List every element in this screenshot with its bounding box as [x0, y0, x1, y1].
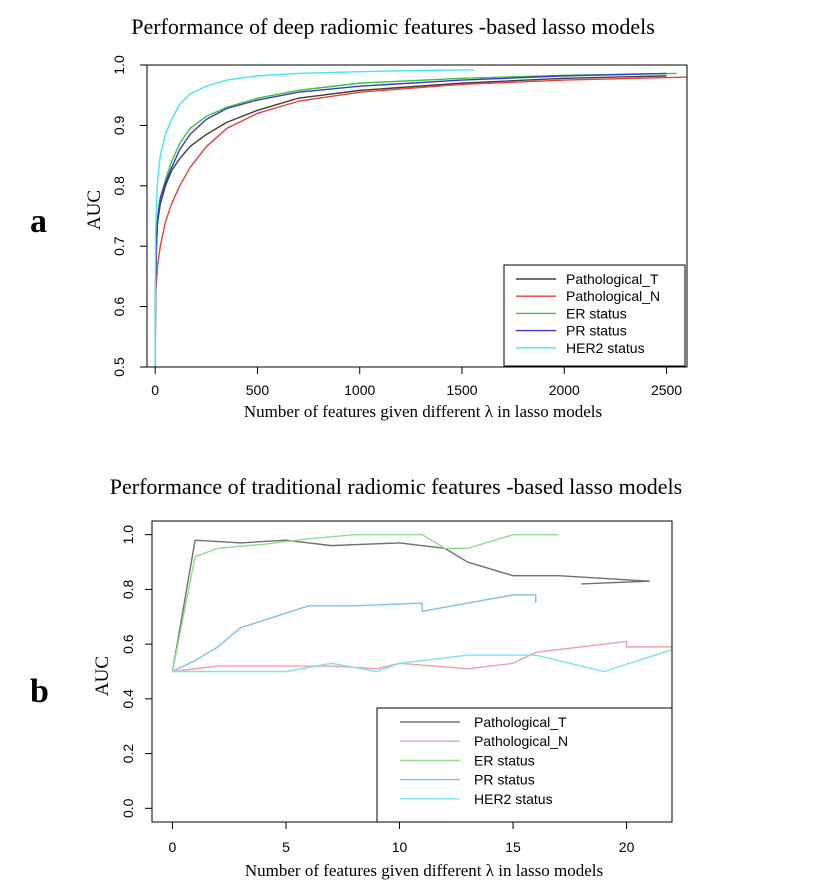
chart-b-x-axis-label: Number of features given different λ in …	[245, 861, 603, 880]
chart-a-plot-frame	[146, 64, 688, 368]
chart-a-legend-label-4: HER2 status	[566, 340, 645, 356]
chart-b-legend-label-2: ER status	[474, 752, 535, 768]
chart-a-x-tick-label: 2000	[549, 382, 580, 398]
chart-b-series-line-1	[172, 640, 672, 673]
chart-b-series-line-4	[172, 648, 672, 673]
chart-b-x-tick-label: 0	[169, 839, 177, 855]
chart-a-y-tick-label: 0.5	[111, 357, 127, 377]
chart-b-x-tick-label: 15	[505, 839, 521, 855]
chart-b-legend-label-4: HER2 status	[474, 791, 553, 807]
chart-a-series-line-4	[154, 69, 475, 367]
chart-a-legend-label-2: ER status	[566, 305, 627, 321]
chart-a-y-axis-label: AUC	[84, 190, 105, 230]
chart-b-y-tick-label: 0.2	[120, 744, 136, 764]
chart-a-x-tick-label: 500	[246, 382, 270, 398]
chart-b-series-line-2	[171, 533, 559, 672]
chart-b-x-tick-label: 5	[282, 839, 290, 855]
chart-a-legend-label-1: Pathological_N	[566, 288, 660, 304]
chart-b-series-line-0	[171, 539, 650, 672]
chart-b-y-tick-label: 0.4	[120, 689, 136, 709]
chart-b-title: Performance of traditional radiomic feat…	[110, 474, 682, 499]
chart-a-y-tick-label: 0.6	[111, 297, 127, 317]
chart-a-legend-label-3: PR status	[566, 323, 627, 339]
chart-a-legend-box	[503, 264, 686, 367]
chart-traditional-radiomic: Performance of traditional radiomic feat…	[92, 474, 682, 880]
chart-a-title: Performance of deep radiomic features -b…	[131, 14, 655, 39]
chart-b-legend-box	[376, 707, 673, 823]
chart-a-x-tick-label: 2500	[651, 382, 682, 398]
chart-a-y-tick-label: 0.7	[111, 236, 127, 256]
chart-b-plot-area: 0 5 10 15 20 0.0 0.2 0.4 0.6 0.8 1.0 Pathological_T…	[120, 520, 673, 855]
chart-b-y-tick-label: 0.8	[120, 579, 136, 599]
chart-a-plot-area: 0 500 1000 1500 2000 2500 0.5 0.6 0.7 0.8 0.9 1.0 Pa…	[111, 55, 688, 398]
chart-a-x-tick-label: 1500	[446, 382, 477, 398]
chart-a-y-tick-label: 0.8	[111, 176, 127, 196]
chart-b-y-axis-label: AUC	[92, 656, 113, 696]
chart-a-series-line-1	[154, 76, 687, 367]
chart-b-y-tick-label: 0.6	[120, 634, 136, 654]
chart-a-y-tick-label: 1.0	[111, 55, 127, 75]
chart-b-legend-label-0: Pathological_T	[474, 714, 567, 730]
chart-a-x-tick-label: 1000	[344, 382, 375, 398]
chart-b-x-tick-label: 10	[392, 839, 408, 855]
chart-a-x-tick-label: 0	[151, 382, 159, 398]
chart-a-x-axis-label: Number of features given different λ in …	[244, 402, 602, 421]
chart-b-x-tick-label: 20	[619, 839, 635, 855]
chart-b-legend-label-3: PR status	[474, 772, 535, 788]
chart-b-y-tick-label: 1.0	[120, 525, 136, 545]
chart-b-legend-label-1: Pathological_N	[474, 733, 568, 749]
panel-letter-a: a	[30, 203, 47, 240]
chart-a-series-line-3	[154, 72, 667, 367]
chart-deep-radiomic: Performance of deep radiomic features -b…	[84, 14, 688, 421]
chart-b-legend: Pathological_T Pathological_N ER status PR …	[376, 707, 673, 823]
panel-letter-b: b	[30, 673, 49, 710]
chart-b-series-line-3	[172, 594, 537, 673]
chart-b-y-tick-label: 0.0	[120, 798, 136, 818]
chart-a-y-tick-label: 0.9	[111, 115, 127, 135]
chart-a-legend-label-0: Pathological_T	[566, 271, 659, 287]
